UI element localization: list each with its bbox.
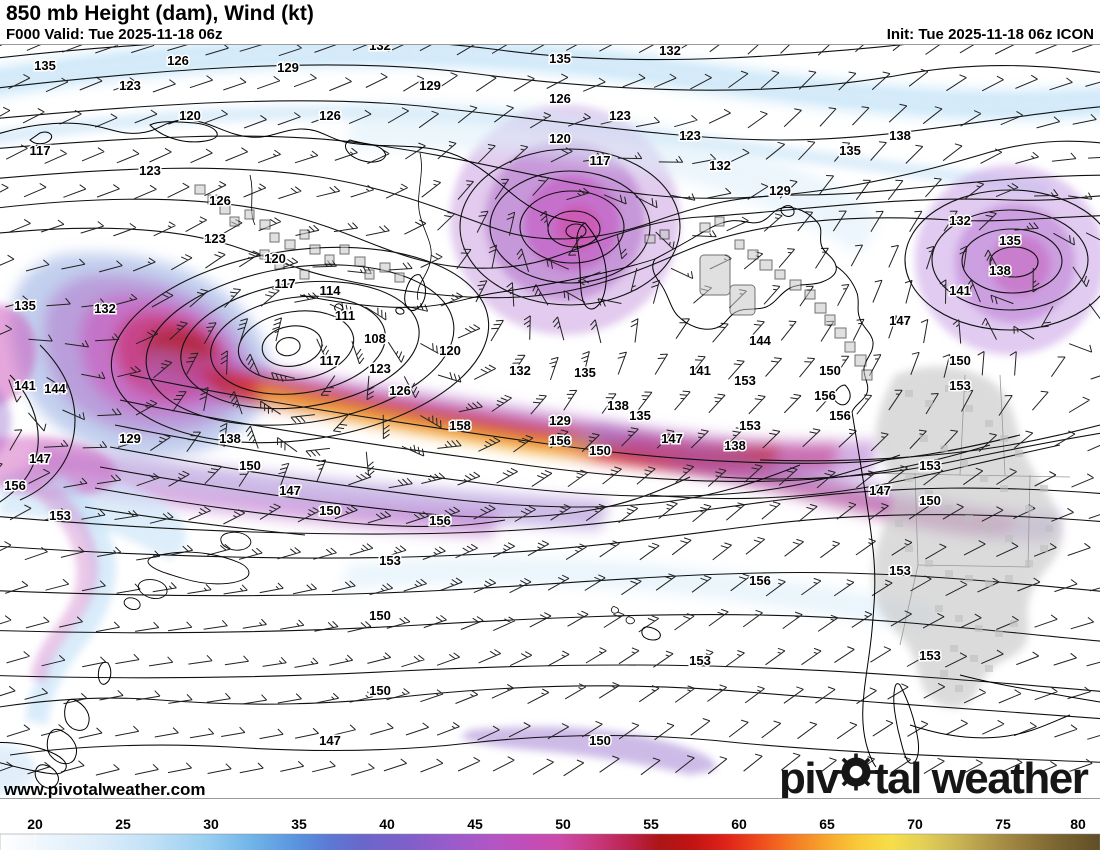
svg-text:123: 123 xyxy=(609,108,631,123)
svg-text:153: 153 xyxy=(919,458,941,473)
svg-text:147: 147 xyxy=(889,313,911,328)
svg-text:156: 156 xyxy=(429,513,451,528)
svg-text:120: 120 xyxy=(179,108,201,123)
svg-text:153: 153 xyxy=(379,553,401,568)
svg-text:65: 65 xyxy=(819,816,835,832)
svg-text:tal weather: tal weather xyxy=(874,754,1089,799)
svg-text:147: 147 xyxy=(319,733,341,748)
svg-text:147: 147 xyxy=(279,483,301,498)
svg-text:135: 135 xyxy=(14,298,36,313)
svg-text:123: 123 xyxy=(139,163,161,178)
svg-text:156: 156 xyxy=(814,388,836,403)
svg-text:117: 117 xyxy=(590,153,611,168)
svg-text:132: 132 xyxy=(369,45,391,53)
svg-text:147: 147 xyxy=(29,451,51,466)
svg-text:156: 156 xyxy=(749,573,771,588)
svg-text:35: 35 xyxy=(291,816,307,832)
svg-text:147: 147 xyxy=(869,483,891,498)
svg-text:132: 132 xyxy=(659,45,681,58)
svg-text:153: 153 xyxy=(689,653,711,668)
svg-text:120: 120 xyxy=(264,251,286,266)
svg-text:40: 40 xyxy=(379,816,395,832)
svg-text:114: 114 xyxy=(320,283,342,298)
svg-text:156: 156 xyxy=(4,478,26,493)
svg-text:75: 75 xyxy=(995,816,1011,832)
svg-text:60: 60 xyxy=(731,816,747,832)
svg-text:150: 150 xyxy=(239,458,261,473)
svg-text:138: 138 xyxy=(724,438,746,453)
svg-text:150: 150 xyxy=(319,503,341,518)
svg-text:132: 132 xyxy=(94,301,116,316)
svg-text:153: 153 xyxy=(919,648,941,663)
svg-text:126: 126 xyxy=(209,193,231,208)
svg-text:108: 108 xyxy=(364,331,386,346)
svg-text:150: 150 xyxy=(949,353,971,368)
svg-text:111: 111 xyxy=(335,308,355,323)
svg-text:150: 150 xyxy=(369,683,391,698)
svg-text:153: 153 xyxy=(49,508,71,523)
svg-text:126: 126 xyxy=(319,108,341,123)
svg-text:135: 135 xyxy=(34,58,56,73)
svg-text:150: 150 xyxy=(369,608,391,623)
svg-text:70: 70 xyxy=(907,816,923,832)
svg-text:123: 123 xyxy=(679,128,701,143)
svg-text:50: 50 xyxy=(555,816,571,832)
svg-text:156: 156 xyxy=(549,433,571,448)
svg-text:138: 138 xyxy=(219,431,241,446)
svg-text:www.pivotalweather.com: www.pivotalweather.com xyxy=(3,780,206,799)
svg-text:141: 141 xyxy=(949,283,971,298)
svg-text:150: 150 xyxy=(819,363,841,378)
svg-text:132: 132 xyxy=(949,213,971,228)
svg-text:123: 123 xyxy=(119,78,141,93)
svg-text:135: 135 xyxy=(629,408,651,423)
svg-text:132: 132 xyxy=(509,363,531,378)
svg-text:150: 150 xyxy=(589,733,611,748)
svg-text:45: 45 xyxy=(467,816,483,832)
svg-text:piv: piv xyxy=(779,754,840,799)
svg-text:144: 144 xyxy=(749,333,771,348)
svg-text:147: 147 xyxy=(661,431,683,446)
svg-text:144: 144 xyxy=(44,381,66,396)
svg-text:126: 126 xyxy=(389,383,411,398)
svg-text:30: 30 xyxy=(203,816,219,832)
svg-text:25: 25 xyxy=(115,816,131,832)
svg-text:132: 132 xyxy=(709,158,731,173)
svg-text:129: 129 xyxy=(549,413,571,428)
svg-text:153: 153 xyxy=(949,378,971,393)
svg-text:120: 120 xyxy=(439,343,461,358)
svg-text:150: 150 xyxy=(919,493,941,508)
svg-text:55: 55 xyxy=(643,816,659,832)
svg-text:135: 135 xyxy=(839,143,861,158)
svg-text:129: 129 xyxy=(769,183,791,198)
svg-text:80: 80 xyxy=(1070,816,1086,832)
svg-text:158: 158 xyxy=(449,418,471,433)
svg-text:138: 138 xyxy=(989,263,1011,278)
svg-text:135: 135 xyxy=(549,51,571,66)
svg-text:153: 153 xyxy=(734,373,756,388)
svg-text:117: 117 xyxy=(275,276,296,291)
svg-text:135: 135 xyxy=(999,233,1021,248)
svg-text:150: 150 xyxy=(589,443,611,458)
svg-text:138: 138 xyxy=(889,128,911,143)
svg-text:20: 20 xyxy=(27,816,43,832)
svg-text:129: 129 xyxy=(419,78,441,93)
svg-text:117: 117 xyxy=(30,143,51,158)
svg-text:129: 129 xyxy=(277,60,299,75)
svg-text:153: 153 xyxy=(739,418,761,433)
svg-text:117: 117 xyxy=(320,353,341,368)
svg-text:126: 126 xyxy=(549,91,571,106)
svg-text:156: 156 xyxy=(829,408,851,423)
svg-text:138: 138 xyxy=(607,398,629,413)
svg-text:120: 120 xyxy=(549,131,571,146)
svg-text:129: 129 xyxy=(119,431,141,446)
svg-text:141: 141 xyxy=(689,363,711,378)
svg-text:141: 141 xyxy=(14,378,36,393)
svg-text:123: 123 xyxy=(204,231,226,246)
svg-text:135: 135 xyxy=(574,365,596,380)
svg-text:153: 153 xyxy=(889,563,911,578)
svg-text:123: 123 xyxy=(369,361,391,376)
svg-text:126: 126 xyxy=(167,53,189,68)
